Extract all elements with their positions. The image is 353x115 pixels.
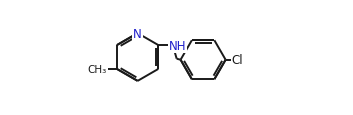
Text: Cl: Cl xyxy=(232,54,243,67)
Text: NH: NH xyxy=(169,39,186,52)
Text: CH₃: CH₃ xyxy=(88,64,107,74)
Text: N: N xyxy=(133,27,142,40)
